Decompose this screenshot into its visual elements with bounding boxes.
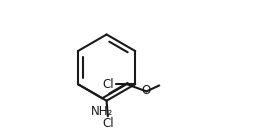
Text: Cl: Cl [103,78,114,91]
Text: O: O [142,84,151,97]
Text: Cl: Cl [102,118,114,131]
Text: NH₂: NH₂ [91,105,113,118]
